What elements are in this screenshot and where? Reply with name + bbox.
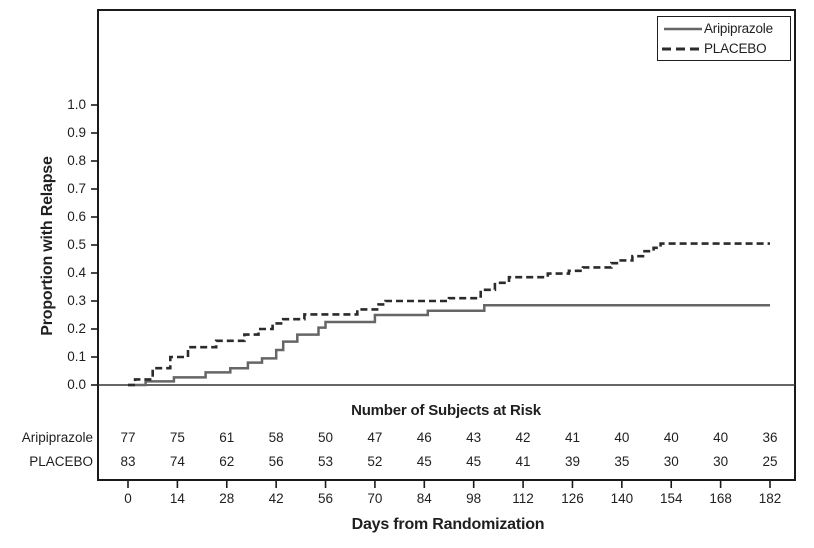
solid-line-swatch bbox=[664, 27, 702, 30]
y-axis-title: Proportion with Relapse bbox=[39, 156, 56, 336]
x-tick-label: 28 bbox=[219, 491, 235, 506]
risk-value: 42 bbox=[515, 430, 531, 445]
risk-value: 30 bbox=[663, 454, 679, 469]
y-tick-label: 0.5 bbox=[67, 237, 86, 252]
x-tick-label: 84 bbox=[416, 491, 432, 506]
series-aripiprazole bbox=[128, 303, 770, 387]
x-tick-label: 112 bbox=[512, 491, 534, 506]
x-tick-label: 126 bbox=[561, 491, 584, 506]
risk-value: 74 bbox=[169, 454, 185, 469]
y-tick-label: 0.0 bbox=[67, 377, 86, 392]
x-tick-label: 168 bbox=[709, 491, 732, 506]
risk-value: 77 bbox=[120, 430, 136, 445]
risk-value: 43 bbox=[466, 430, 482, 445]
x-tick-label: 56 bbox=[318, 491, 334, 506]
x-tick-label: 98 bbox=[466, 491, 482, 506]
y-tick-label: 0.8 bbox=[67, 153, 86, 168]
y-tick-label: 0.9 bbox=[67, 125, 86, 140]
legend: Aripiprazole PLACEBO bbox=[657, 16, 791, 61]
risk-value: 46 bbox=[416, 430, 432, 445]
risk-value: 40 bbox=[713, 430, 729, 445]
y-tick-label: 0.3 bbox=[67, 293, 86, 308]
x-tick-label: 0 bbox=[124, 491, 132, 506]
risk-value: 53 bbox=[318, 454, 334, 469]
risk-value: 56 bbox=[268, 454, 284, 469]
dashed-line-swatch bbox=[662, 47, 704, 50]
x-tick-label: 14 bbox=[169, 491, 185, 506]
risk-value: 39 bbox=[564, 454, 580, 469]
risk-value: 75 bbox=[169, 430, 185, 445]
legend-item-aripiprazole: Aripiprazole bbox=[662, 19, 788, 39]
risk-value: 40 bbox=[614, 430, 630, 445]
risk-value: 62 bbox=[219, 454, 235, 469]
x-tick-label: 140 bbox=[610, 491, 634, 506]
x-tick-label: 154 bbox=[659, 491, 683, 506]
y-tick-label: 0.1 bbox=[67, 349, 86, 364]
risk-value: 58 bbox=[268, 430, 284, 445]
y-tick-label: 0.2 bbox=[67, 321, 86, 336]
x-axis-title: Days from Randomization bbox=[351, 516, 545, 533]
legend-item-placebo: PLACEBO bbox=[662, 39, 788, 59]
x-tick-label: 42 bbox=[268, 491, 284, 506]
risk-value: 35 bbox=[614, 454, 630, 469]
risk-value: 40 bbox=[663, 430, 679, 445]
risk-row-label-aripiprazole: Aripiprazole bbox=[21, 430, 93, 445]
risk-value: 61 bbox=[219, 430, 235, 445]
legend-label: Aripiprazole bbox=[704, 21, 773, 36]
risk-value: 45 bbox=[416, 454, 432, 469]
risk-value: 50 bbox=[318, 430, 334, 445]
risk-row-label-placebo: PLACEBO bbox=[29, 454, 93, 469]
risk-value: 25 bbox=[762, 454, 778, 469]
risk-value: 83 bbox=[120, 454, 136, 469]
x-tick-label: 70 bbox=[367, 491, 383, 506]
risk-table-title: Number of Subjects at Risk bbox=[351, 402, 541, 419]
risk-value: 47 bbox=[367, 430, 383, 445]
y-tick-label: 0.6 bbox=[67, 209, 86, 224]
risk-value: 41 bbox=[564, 430, 580, 445]
x-tick-label: 182 bbox=[758, 491, 782, 506]
risk-value: 41 bbox=[515, 454, 531, 469]
risk-value: 52 bbox=[367, 454, 383, 469]
risk-value: 30 bbox=[713, 454, 729, 469]
risk-value: 36 bbox=[762, 430, 778, 445]
risk-value: 45 bbox=[466, 454, 482, 469]
y-tick-label: 0.7 bbox=[67, 181, 86, 196]
y-tick-label: 1.0 bbox=[67, 97, 86, 112]
series-placebo bbox=[128, 242, 770, 387]
y-tick-label: 0.4 bbox=[67, 265, 86, 280]
legend-label: PLACEBO bbox=[704, 41, 767, 56]
